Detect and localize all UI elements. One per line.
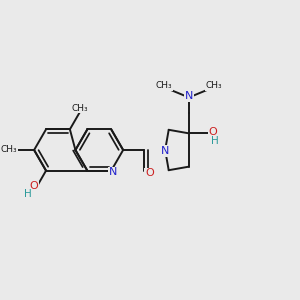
Text: CH₃: CH₃ [156,81,172,90]
Text: O: O [209,128,218,137]
Text: N: N [161,146,169,156]
Text: H: H [24,189,32,199]
Text: N: N [185,91,193,101]
Text: N: N [109,167,117,177]
Text: O: O [145,168,154,178]
Text: CH₃: CH₃ [206,81,222,90]
Text: CH₃: CH₃ [1,145,18,154]
Text: O: O [29,181,38,191]
Text: CH₃: CH₃ [72,103,88,112]
Text: H: H [211,136,218,146]
